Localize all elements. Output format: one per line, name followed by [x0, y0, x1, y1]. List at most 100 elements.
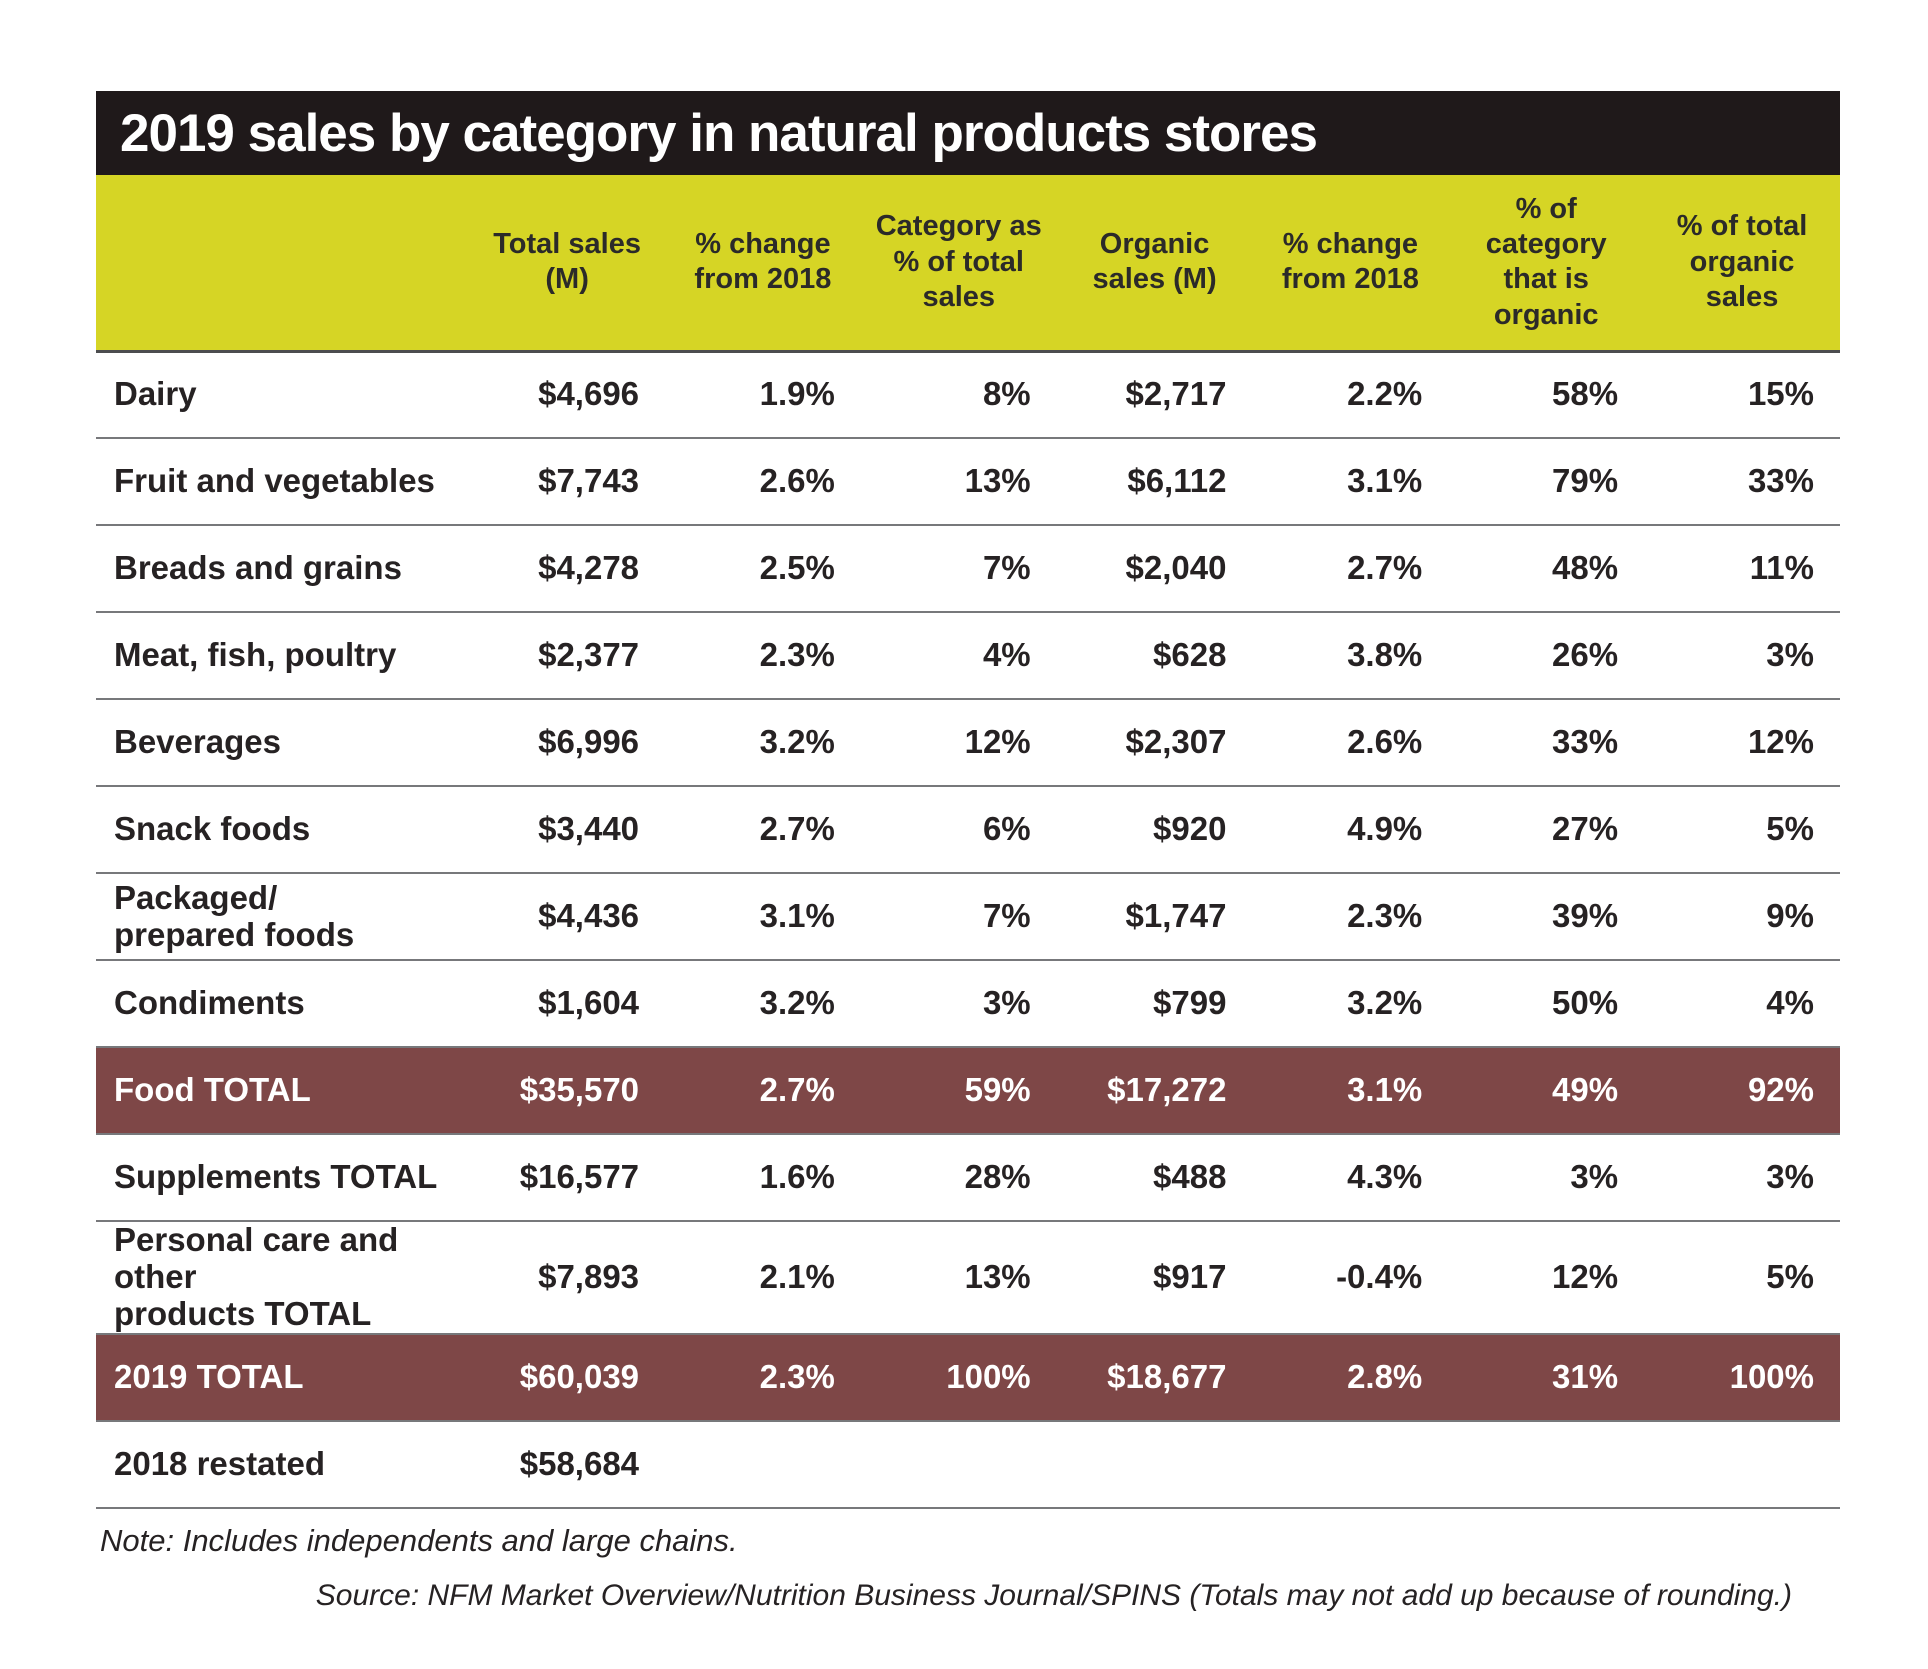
cell-value: 7%: [860, 873, 1057, 961]
table-row: 2018 restated $58,684: [96, 1420, 1840, 1509]
cell-value: 9%: [1644, 873, 1840, 961]
cell-value: $799: [1056, 960, 1253, 1048]
table-row: Dairy $4,696 1.9% 8% $2,717 2.2% 58% 15%: [96, 351, 1840, 439]
total-row: 2019 TOTAL $60,039 2.3% 100% $18,677 2.8% 31% 1…: [96, 1333, 1840, 1422]
cell-value: $17,272: [1056, 1047, 1253, 1135]
column-header: Total sales (M): [469, 175, 666, 353]
cell-value: 50%: [1448, 960, 1645, 1048]
cell-value: 3.2%: [1252, 960, 1449, 1048]
cell-value: 2.2%: [1252, 351, 1449, 439]
header-row: Total sales (M)% change from 2018 Categor…: [96, 175, 1840, 353]
cell-value: 33%: [1644, 438, 1840, 526]
cell-value: 2.5%: [665, 525, 861, 613]
cell-value: 100%: [860, 1333, 1057, 1422]
cell-value: [1644, 1420, 1840, 1509]
row-label: Breads and grains: [96, 525, 470, 613]
cell-value: 3%: [1644, 612, 1840, 700]
cell-value: 2.7%: [1252, 525, 1449, 613]
table-row: Personal care and other products TOTAL $7…: [96, 1221, 1840, 1335]
cell-value: $16,577: [469, 1134, 666, 1222]
cell-value: 1.6%: [665, 1134, 861, 1222]
cell-value: $4,278: [469, 525, 666, 613]
cell-value: 100%: [1644, 1333, 1840, 1422]
cell-value: $2,040: [1056, 525, 1253, 613]
table-title: 2019 sales by category in natural produc…: [96, 91, 1840, 175]
column-header: % of total organic sales: [1644, 175, 1840, 353]
cell-value: [1252, 1420, 1449, 1509]
row-label: Personal care and other products TOTAL: [96, 1221, 470, 1335]
cell-value: $7,743: [469, 438, 666, 526]
total-row: Food TOTAL $35,570 2.7% 59% $17,272 3.1% 49% 92…: [96, 1047, 1840, 1135]
cell-value: 3.1%: [1252, 438, 1449, 526]
column-header: % change from 2018: [665, 175, 861, 353]
cell-value: 31%: [1448, 1333, 1645, 1422]
cell-value: 92%: [1644, 1047, 1840, 1135]
cell-value: 13%: [860, 438, 1057, 526]
cell-value: 3%: [860, 960, 1057, 1048]
cell-value: 79%: [1448, 438, 1645, 526]
cell-value: $2,307: [1056, 699, 1253, 787]
cell-value: 11%: [1644, 525, 1840, 613]
cell-value: 3.2%: [665, 699, 861, 787]
source-text: Source: NFM Market Overview/Nutrition Bu…: [315, 1578, 1792, 1612]
row-label: Fruit and vegetables: [96, 438, 470, 526]
cell-value: $488: [1056, 1134, 1253, 1222]
cell-value: 3.8%: [1252, 612, 1449, 700]
cell-value: 12%: [860, 699, 1057, 787]
cell-value: 3%: [1448, 1134, 1645, 1222]
cell-value: $58,684: [469, 1420, 666, 1509]
cell-value: [665, 1420, 861, 1509]
cell-value: 5%: [1644, 1221, 1840, 1335]
cell-value: [860, 1420, 1057, 1509]
row-label: 2018 restated: [96, 1420, 470, 1509]
sales-by-category-table: Total sales (M)% change from 2018 Categor…: [96, 175, 1840, 1509]
cell-value: 12%: [1448, 1221, 1645, 1335]
table-row: Packaged/ prepared foods $4,436 3.1% 7% $1,7…: [96, 873, 1840, 961]
cell-value: [1448, 1420, 1645, 1509]
table-header: Total sales (M)% change from 2018 Categor…: [96, 175, 1840, 353]
cell-value: 58%: [1448, 351, 1645, 439]
cell-value: 7%: [860, 525, 1057, 613]
table-row: Fruit and vegetables $7,743 2.6% 13% $6,112 3…: [96, 438, 1840, 526]
cell-value: $1,747: [1056, 873, 1253, 961]
cell-value: 2.6%: [1252, 699, 1449, 787]
row-label: Packaged/ prepared foods: [96, 873, 470, 961]
cell-value: 3%: [1644, 1134, 1840, 1222]
cell-value: 2.7%: [665, 786, 861, 874]
row-label: Condiments: [96, 960, 470, 1048]
cell-value: $628: [1056, 612, 1253, 700]
row-label: Supplements TOTAL: [96, 1134, 470, 1222]
table-row: Snack foods $3,440 2.7% 6% $920 4.9% 27% 5%: [96, 786, 1840, 874]
cell-value: 8%: [860, 351, 1057, 439]
cell-value: 3.1%: [665, 873, 861, 961]
cell-value: 4%: [1644, 960, 1840, 1048]
cell-value: 33%: [1448, 699, 1645, 787]
cell-value: 2.1%: [665, 1221, 861, 1335]
table-row: Beverages $6,996 3.2% 12% $2,307 2.6% 33% 12%: [96, 699, 1840, 787]
cell-value: $4,436: [469, 873, 666, 961]
column-header: Category as % of total sales: [860, 175, 1057, 353]
cell-value: 2.3%: [665, 612, 861, 700]
cell-value: 13%: [860, 1221, 1057, 1335]
cell-value: 15%: [1644, 351, 1840, 439]
cell-value: $60,039: [469, 1333, 666, 1422]
cell-value: 2.6%: [665, 438, 861, 526]
cell-value: 2.7%: [665, 1047, 861, 1135]
cell-value: $6,112: [1056, 438, 1253, 526]
cell-value: $920: [1056, 786, 1253, 874]
cell-value: 59%: [860, 1047, 1057, 1135]
row-label: 2019 TOTAL: [96, 1333, 470, 1422]
table-row: Condiments $1,604 3.2% 3% $799 3.2% 50% 4%: [96, 960, 1840, 1048]
cell-value: $917: [1056, 1221, 1253, 1335]
cell-value: 49%: [1448, 1047, 1645, 1135]
cell-value: 26%: [1448, 612, 1645, 700]
column-header: Organic sales (M): [1056, 175, 1253, 353]
cell-value: 28%: [860, 1134, 1057, 1222]
cell-value: $2,717: [1056, 351, 1253, 439]
row-label: Beverages: [96, 699, 470, 787]
cell-value: $18,677: [1056, 1333, 1253, 1422]
cell-value: 12%: [1644, 699, 1840, 787]
cell-value: $35,570: [469, 1047, 666, 1135]
cell-value: [1056, 1420, 1253, 1509]
cell-value: 2.8%: [1252, 1333, 1449, 1422]
